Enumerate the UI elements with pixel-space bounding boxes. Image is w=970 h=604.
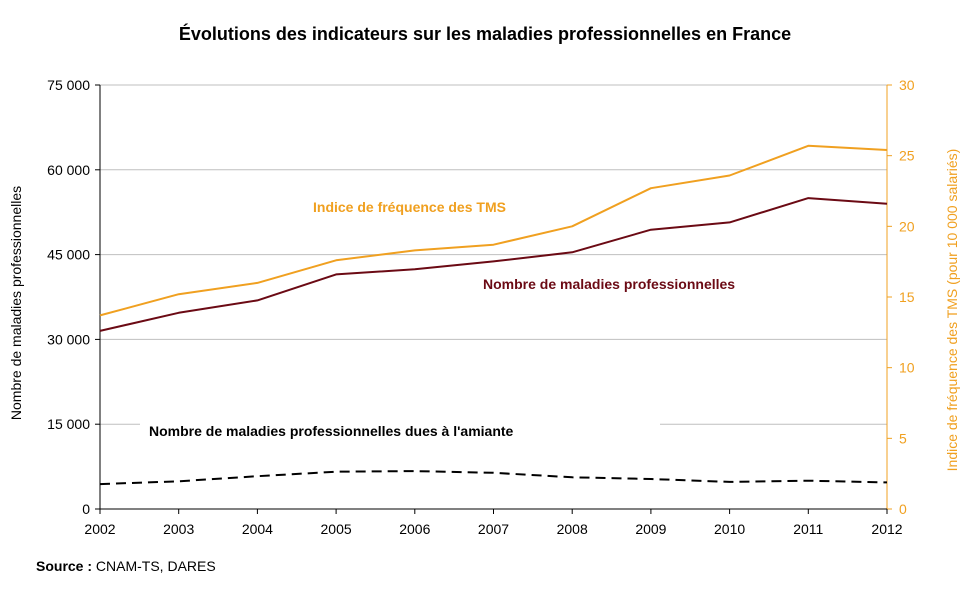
x-tick-label: 2011 [793,521,823,537]
amiante-label-background [140,418,660,444]
mp-series-label: Nombre de maladies professionnelles [483,276,735,292]
series-line-2 [99,470,888,486]
x-tick-label: 2008 [557,521,588,537]
left-tick-label: 15 000 [47,416,90,432]
right-tick-label: 0 [899,501,907,517]
source-text: CNAM-TS, DARES [92,558,216,574]
tms-series-label: Indice de fréquence des TMS [313,199,506,215]
right-tick-label: 25 [899,148,915,164]
right-tick-label: 15 [899,289,915,305]
x-tick-label: 2010 [714,521,745,537]
x-tick-label: 2012 [871,521,902,537]
x-tick-label: 2005 [321,521,352,537]
right-tick-label: 20 [899,218,915,234]
amiante-series-label: Nombre de maladies professionnelles dues… [149,423,514,439]
left-tick-label: 60 000 [47,162,90,178]
chart-title: Évolutions des indicateurs sur les malad… [179,23,791,44]
left-tick-label: 30 000 [47,331,90,347]
right-tick-label: 5 [899,430,907,446]
x-axis-ticks: 2002 2003 2004 2005 2006 2007 2008 2009 2010 2011… [84,509,903,537]
grid-lines [100,84,887,425]
right-tick-label: 10 [899,360,915,376]
left-axis-title: Nombre de maladies professionnelles [8,186,24,420]
left-tick-label: 0 [82,501,90,517]
right-tick-label: 30 [899,77,915,93]
left-tick-label: 45 000 [47,247,90,263]
source-label: Source : [36,558,93,574]
source-note: Source : CNAM-TS, DARES [36,558,216,574]
right-axis-title: Indice de fréquence des TMS (pour 10 000… [944,149,960,472]
x-tick-label: 2007 [478,521,509,537]
x-tick-label: 2003 [163,521,194,537]
left-tick-label: 75 000 [47,77,90,93]
x-tick-label: 2004 [242,521,273,537]
x-tick-label: 2009 [635,521,666,537]
axes [99,85,888,510]
x-tick-label: 2002 [84,521,115,537]
x-tick-label: 2006 [399,521,430,537]
series-layer [99,144,888,486]
left-axis-ticks: 0 15 000 30 000 45 000 60 000 75 000 [47,77,100,517]
right-axis-ticks: 0 5 10 15 20 25 30 [887,77,915,517]
series-line-1 [99,197,888,332]
